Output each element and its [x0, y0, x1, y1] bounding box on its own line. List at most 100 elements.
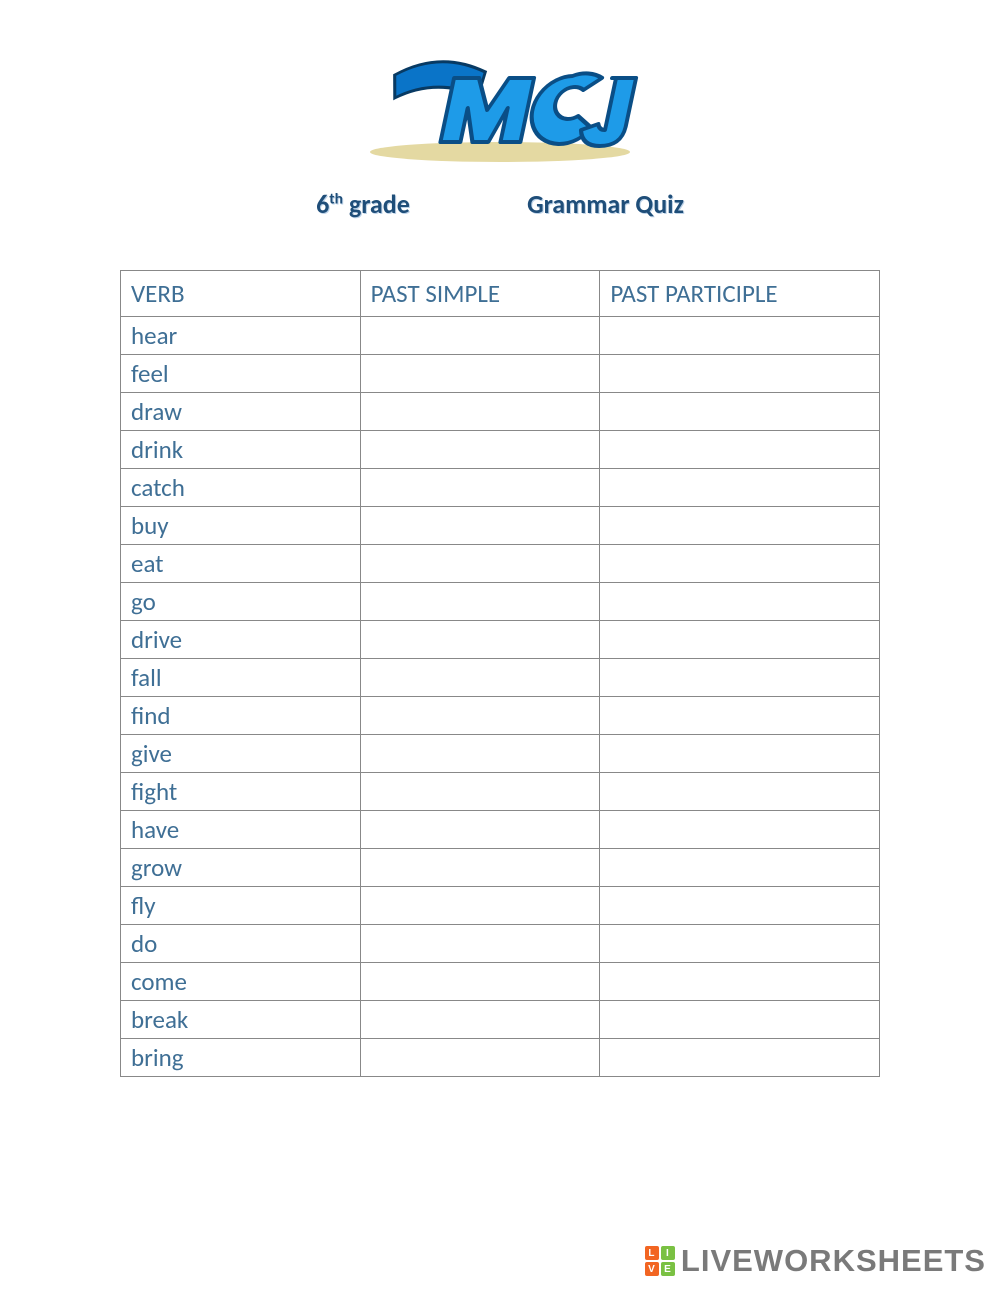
past-simple-input[interactable]	[361, 773, 600, 810]
past-simple-cell	[360, 659, 600, 697]
table-row: give	[121, 735, 880, 773]
verb-cell: drink	[121, 431, 361, 469]
past-participle-input[interactable]	[600, 583, 879, 620]
past-participle-input[interactable]	[600, 431, 879, 468]
past-participle-cell	[600, 1001, 880, 1039]
past-simple-input[interactable]	[361, 583, 600, 620]
table-row: bring	[121, 1039, 880, 1077]
verb-cell: have	[121, 811, 361, 849]
past-participle-input[interactable]	[600, 393, 879, 430]
past-simple-cell	[360, 735, 600, 773]
table-row: catch	[121, 469, 880, 507]
past-simple-input[interactable]	[361, 963, 600, 1000]
watermark: LIVE LIVEWORKSHEETS	[645, 1243, 986, 1279]
table-row: drive	[121, 621, 880, 659]
table-row: fight	[121, 773, 880, 811]
past-simple-cell	[360, 1001, 600, 1039]
past-participle-cell	[600, 925, 880, 963]
table-row: hear	[121, 317, 880, 355]
past-simple-cell	[360, 963, 600, 1001]
past-participle-input[interactable]	[600, 735, 879, 772]
past-simple-cell	[360, 355, 600, 393]
past-simple-cell	[360, 545, 600, 583]
watermark-text: LIVEWORKSHEETS	[681, 1243, 986, 1279]
past-simple-input[interactable]	[361, 621, 600, 658]
watermark-badge-cell: E	[661, 1262, 675, 1276]
verb-cell: find	[121, 697, 361, 735]
past-simple-input[interactable]	[361, 469, 600, 506]
past-simple-input[interactable]	[361, 849, 600, 886]
past-simple-cell	[360, 431, 600, 469]
past-simple-input[interactable]	[361, 1039, 600, 1076]
past-participle-input[interactable]	[600, 621, 879, 658]
past-participle-cell	[600, 811, 880, 849]
past-simple-input[interactable]	[361, 811, 600, 848]
past-participle-cell	[600, 773, 880, 811]
verb-cell: eat	[121, 545, 361, 583]
watermark-badge-cell: L	[645, 1246, 659, 1260]
table-row: grow	[121, 849, 880, 887]
verb-cell: feel	[121, 355, 361, 393]
past-participle-input[interactable]	[600, 849, 879, 886]
grade-label: 6th grade	[316, 188, 410, 220]
past-simple-input[interactable]	[361, 925, 600, 962]
past-participle-cell	[600, 887, 880, 925]
past-simple-cell	[360, 393, 600, 431]
past-simple-input[interactable]	[361, 887, 600, 924]
past-participle-cell	[600, 469, 880, 507]
past-participle-input[interactable]	[600, 469, 879, 506]
verb-cell: give	[121, 735, 361, 773]
past-simple-input[interactable]	[361, 431, 600, 468]
past-simple-cell	[360, 925, 600, 963]
past-participle-input[interactable]	[600, 545, 879, 582]
past-participle-cell	[600, 963, 880, 1001]
past-participle-input[interactable]	[600, 355, 879, 392]
verb-cell: bring	[121, 1039, 361, 1077]
past-participle-input[interactable]	[600, 1001, 879, 1038]
past-participle-cell	[600, 545, 880, 583]
verb-cell: draw	[121, 393, 361, 431]
past-simple-cell	[360, 583, 600, 621]
table-row: have	[121, 811, 880, 849]
past-participle-input[interactable]	[600, 887, 879, 924]
past-simple-cell	[360, 621, 600, 659]
subtitle-row: 6th grade Grammar Quiz	[0, 188, 1000, 220]
verb-table: VERB PAST SIMPLE PAST PARTICIPLE hearfee…	[120, 270, 880, 1077]
table-row: buy	[121, 507, 880, 545]
past-simple-cell	[360, 697, 600, 735]
past-simple-cell	[360, 317, 600, 355]
past-participle-input[interactable]	[600, 659, 879, 696]
past-participle-input[interactable]	[600, 507, 879, 544]
past-simple-cell	[360, 469, 600, 507]
table-row: do	[121, 925, 880, 963]
past-participle-input[interactable]	[600, 963, 879, 1000]
table-row: go	[121, 583, 880, 621]
past-participle-cell	[600, 317, 880, 355]
table-row: find	[121, 697, 880, 735]
watermark-badge-cell: V	[645, 1262, 659, 1276]
past-simple-input[interactable]	[361, 355, 600, 392]
past-simple-input[interactable]	[361, 507, 600, 544]
past-simple-input[interactable]	[361, 393, 600, 430]
verb-cell: break	[121, 1001, 361, 1039]
watermark-badge-icon: LIVE	[645, 1246, 675, 1276]
page-title: Grammar Quiz	[527, 188, 684, 220]
past-simple-input[interactable]	[361, 735, 600, 772]
past-participle-input[interactable]	[600, 773, 879, 810]
past-participle-input[interactable]	[600, 1039, 879, 1076]
past-participle-cell	[600, 431, 880, 469]
past-simple-input[interactable]	[361, 659, 600, 696]
past-participle-cell	[600, 621, 880, 659]
table-row: fall	[121, 659, 880, 697]
past-simple-input[interactable]	[361, 697, 600, 734]
verb-cell: grow	[121, 849, 361, 887]
past-participle-cell	[600, 507, 880, 545]
past-participle-input[interactable]	[600, 317, 879, 354]
past-simple-input[interactable]	[361, 545, 600, 582]
past-participle-input[interactable]	[600, 925, 879, 962]
past-simple-cell	[360, 887, 600, 925]
past-simple-input[interactable]	[361, 317, 600, 354]
past-simple-input[interactable]	[361, 1001, 600, 1038]
past-participle-input[interactable]	[600, 811, 879, 848]
past-participle-input[interactable]	[600, 697, 879, 734]
